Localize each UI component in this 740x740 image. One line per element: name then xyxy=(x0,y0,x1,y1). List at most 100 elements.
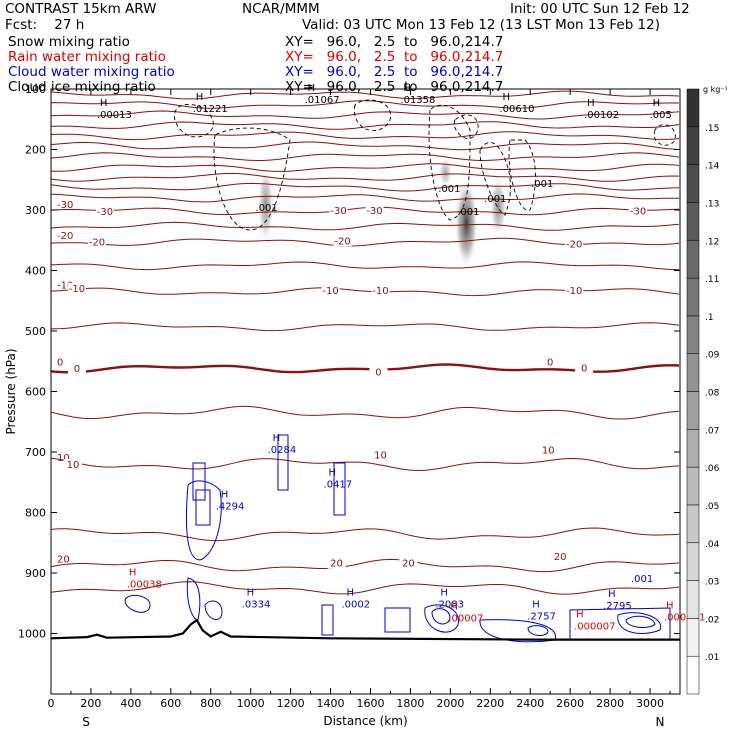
terrain-profile xyxy=(51,618,680,641)
temperature-contour-10 xyxy=(51,457,680,472)
cloud-ice-max-value: .01067 xyxy=(305,95,340,106)
cloud-water-contour-9 xyxy=(321,604,334,636)
colorbar-segment xyxy=(686,580,700,619)
y-axis-title: Pressure (hPa) xyxy=(4,348,18,434)
contour-label: -10 xyxy=(69,284,85,295)
cloud-ice-contour-label: .001 xyxy=(438,184,460,195)
cloud-ice-contours xyxy=(174,99,676,231)
cloud-water-max-marker: H xyxy=(329,467,337,478)
cloud-water-max-marker: H xyxy=(273,433,281,444)
temperature-contour-m60 xyxy=(51,141,680,151)
temperature-contour-m30 xyxy=(51,206,680,216)
colorbar-segment xyxy=(686,126,700,165)
temperature-contour-30 xyxy=(51,581,680,595)
cloud-ice-max-value: .005 xyxy=(650,110,672,121)
x-tick-label: 3000 xyxy=(636,697,664,710)
field-xy-snow: XY= 96.0, 2.5 to 96.0,214.7 xyxy=(285,34,504,50)
cloud-water-max-value: .2795 xyxy=(603,601,632,612)
y-top-tick-label: 100 xyxy=(25,83,46,96)
x-tick-label: 2400 xyxy=(516,697,544,710)
cloud-water-contour-5 xyxy=(333,462,346,516)
temperature-contour-5 xyxy=(51,405,680,420)
cloud-water-contour-7 xyxy=(124,594,151,613)
y-tick-label: 800 xyxy=(25,507,46,520)
contour-label: -30 xyxy=(330,206,346,217)
x-tick-label: 1000 xyxy=(237,697,265,710)
cloud-ice-max-value: .00610 xyxy=(499,104,534,115)
temperature-contour-m15 xyxy=(51,261,680,271)
cloud-water-max-marker: H xyxy=(221,489,229,500)
y-tick-label: 700 xyxy=(25,446,46,459)
colorbar-tick-label: .07 xyxy=(705,426,719,436)
cloud-water-contour-4 xyxy=(277,434,289,491)
snow-shading-3 xyxy=(489,173,507,235)
cloud-water-max-value: .2083 xyxy=(435,599,464,610)
colorbar-segment xyxy=(686,202,700,241)
rain-max-marker: H xyxy=(576,609,584,620)
contour-label: -30 xyxy=(630,207,646,218)
rain-max-value: .00007 xyxy=(448,614,483,625)
cloud-ice-max-marker: H xyxy=(100,98,108,109)
contour-label: -10 xyxy=(372,286,388,297)
temperature-contour-m35 xyxy=(51,193,679,203)
cloud-water-contours xyxy=(124,434,671,643)
cloud-ice-max-value: .00102 xyxy=(584,110,619,121)
temperature-contour-m10 xyxy=(51,287,680,297)
temperature-contour-label: -10 xyxy=(57,281,73,292)
rain-max-marker: H xyxy=(129,568,137,579)
forecast-hour: Fcst: 27 h xyxy=(5,17,85,33)
temperature-contour-0 xyxy=(51,363,680,374)
contour-label: -20 xyxy=(566,239,582,250)
cloud-ice-contour-5 xyxy=(453,114,479,139)
cloud-ice-contour-label: .001 xyxy=(256,203,278,214)
temperature-contours xyxy=(51,90,680,595)
temperature-contour-20 xyxy=(51,558,680,573)
cloud-ice-contour-7 xyxy=(508,139,536,211)
x-tick-label: 2000 xyxy=(436,697,464,710)
cloud-water-max-marker: H xyxy=(608,589,616,600)
temperature-contour-label: -30 xyxy=(57,200,73,211)
cloud-ice-max-marker: H xyxy=(502,92,510,103)
contour-label: 0 xyxy=(74,364,80,375)
cloud-ice-max-value: .00013 xyxy=(97,110,132,121)
x-tick-label: 1200 xyxy=(277,697,305,710)
cloud-water-max-marker: H xyxy=(247,587,255,598)
y-tick-label: 600 xyxy=(25,386,46,399)
contour-label: 0 xyxy=(581,363,587,374)
rain-max-marker: H xyxy=(450,602,458,613)
snow-shading-1 xyxy=(257,161,274,241)
cloud-ice-max-marker: H xyxy=(587,98,595,109)
contour-label: -20 xyxy=(89,237,105,248)
temperature-contour-m40 xyxy=(51,182,680,192)
y-tick-label: 1000 xyxy=(18,628,46,641)
colorbar-segment xyxy=(686,618,700,657)
colorbar-segment xyxy=(686,391,700,430)
contour-label: -30 xyxy=(366,206,382,217)
cloud-ice-contour-3 xyxy=(354,99,391,132)
field-xy-rain: XY= 96.0, 2.5 to 96.0,214.7 xyxy=(285,49,504,65)
colorbar-tick-label: .05 xyxy=(705,502,719,512)
temperature-contour-m25 xyxy=(51,221,680,231)
terrain-line xyxy=(51,618,680,641)
temperature-contour-15 xyxy=(51,527,680,542)
cloud-ice-contour-8 xyxy=(653,124,676,146)
colorbar-segment xyxy=(686,277,700,317)
cloud-water-max-value: .4294 xyxy=(216,501,245,512)
cloud-water-max-value: .0334 xyxy=(242,599,271,610)
y-tick-label: 400 xyxy=(25,265,46,278)
contour-label: -10 xyxy=(322,286,338,297)
field-label-cloud-water: Cloud water mixing ratio xyxy=(8,64,175,80)
cloud-ice-max-value: .01221 xyxy=(193,104,228,115)
field-label-cloud-ice: Cloud ice mixing ratio xyxy=(8,79,156,95)
cloud-water-contour-11 xyxy=(424,604,459,633)
contour-label: 0 xyxy=(547,357,553,368)
cloud-water-max-marker: H xyxy=(347,587,355,598)
temperature-contour-label: 0 xyxy=(57,358,63,369)
rain-max-value: .000007 xyxy=(574,621,615,632)
contour-label: 10 xyxy=(542,446,555,457)
cloud-ice-contour-4 xyxy=(428,104,471,221)
cloud-water-max-value: .0002 xyxy=(342,599,371,610)
cloud-ice-contour-label: .001 xyxy=(457,207,479,218)
contour-label: 20 xyxy=(402,559,415,570)
x-tick-label: 400 xyxy=(120,697,141,710)
